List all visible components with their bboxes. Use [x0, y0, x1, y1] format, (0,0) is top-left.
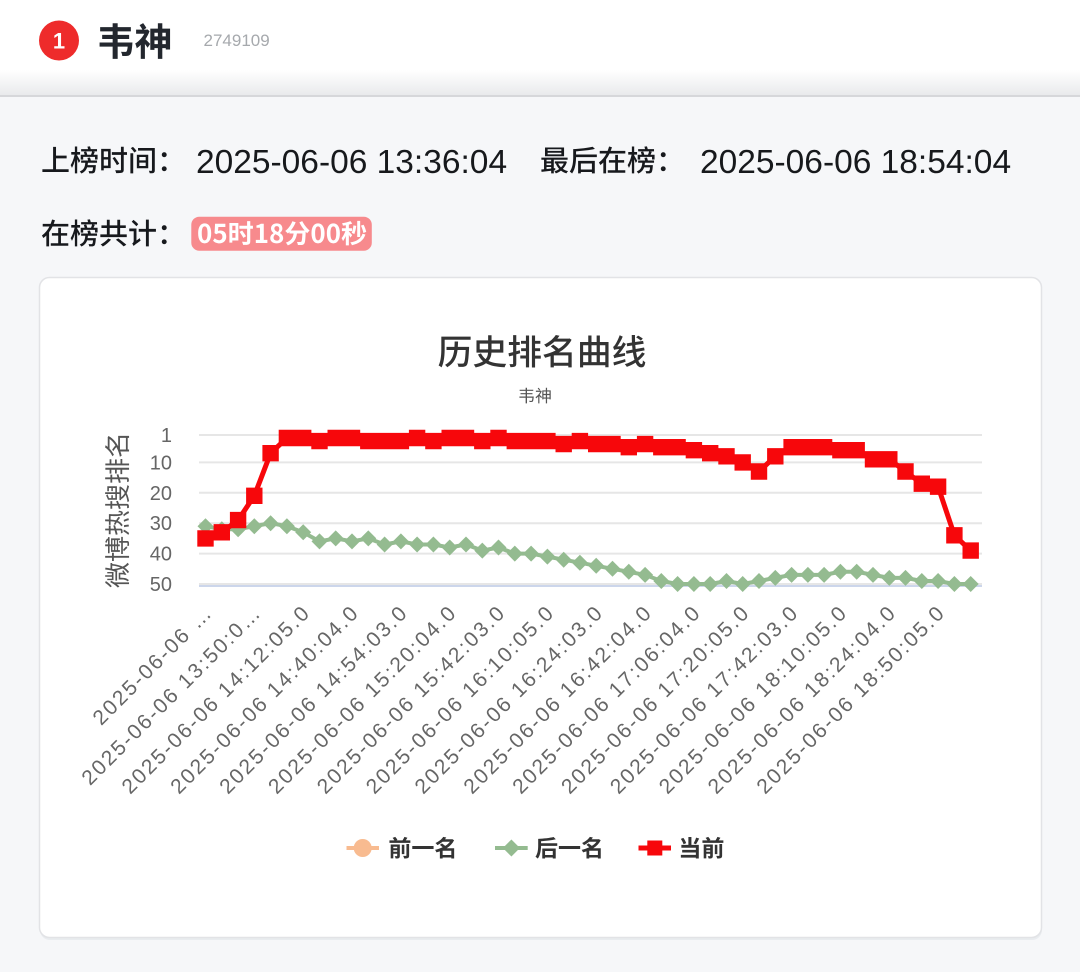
svg-text:1: 1	[53, 29, 65, 54]
svg-text:10: 10	[150, 452, 172, 474]
svg-text:50: 50	[150, 574, 172, 596]
svg-text:1: 1	[161, 425, 172, 447]
svg-text:40: 40	[150, 544, 172, 566]
svg-text:20: 20	[150, 483, 172, 505]
svg-text:2025-06-06 18:54:04: 2025-06-06 18:54:04	[700, 144, 1011, 181]
svg-text:2749109: 2749109	[204, 31, 270, 50]
svg-text:2025-06-06 13:36:04: 2025-06-06 13:36:04	[196, 144, 507, 181]
svg-text:30: 30	[150, 513, 172, 535]
